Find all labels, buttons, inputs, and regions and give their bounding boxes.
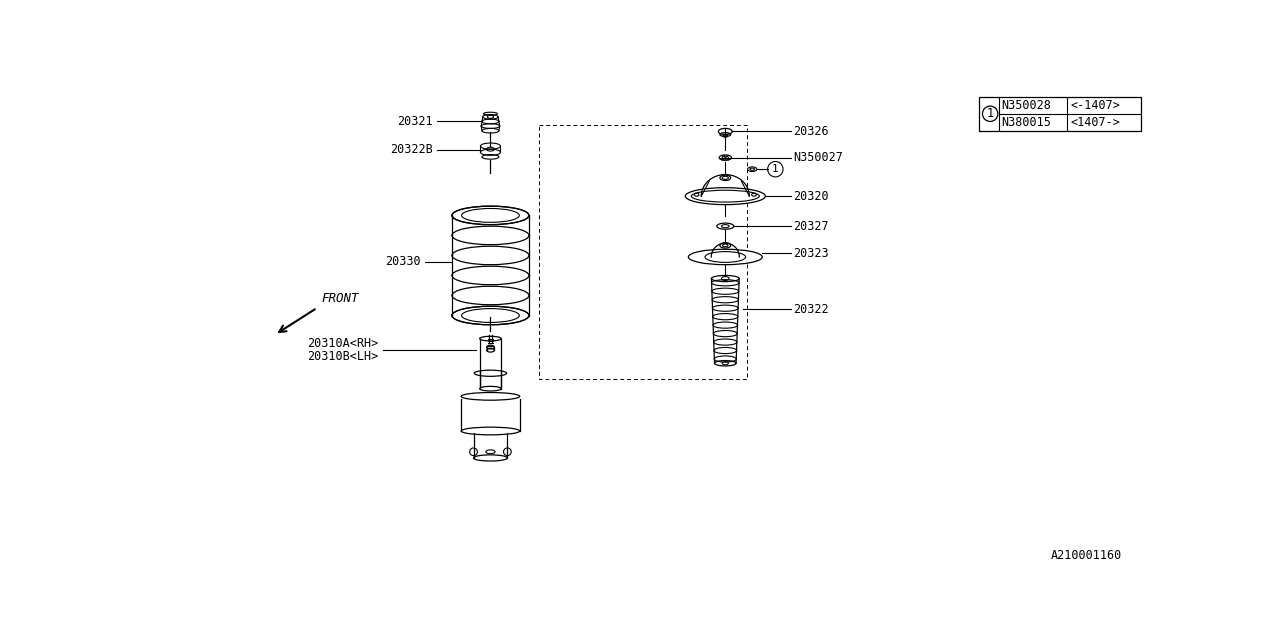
Text: <-1407>: <-1407>	[1070, 99, 1120, 112]
Bar	[979, 97, 1140, 131]
Ellipse shape	[689, 249, 763, 265]
Text: A210001160: A210001160	[1051, 549, 1121, 563]
Text: N350027: N350027	[794, 151, 844, 164]
Text: 20322B: 20322B	[390, 143, 433, 156]
Text: 1: 1	[987, 108, 993, 120]
Text: 20330: 20330	[385, 255, 421, 268]
Text: 20326: 20326	[794, 125, 828, 138]
Text: N380015: N380015	[1002, 116, 1052, 129]
Text: <1407->: <1407->	[1070, 116, 1120, 129]
Text: 20310B<LH>: 20310B<LH>	[307, 350, 379, 363]
Text: FRONT: FRONT	[321, 292, 358, 305]
Text: N350028: N350028	[1002, 99, 1052, 112]
Text: 20310A<RH>: 20310A<RH>	[307, 337, 379, 351]
Ellipse shape	[718, 129, 732, 134]
Ellipse shape	[685, 188, 765, 205]
Text: 20327: 20327	[794, 220, 828, 233]
Text: 20322: 20322	[794, 303, 828, 316]
Text: 20321: 20321	[397, 115, 433, 128]
Text: 1: 1	[772, 164, 778, 174]
Text: 20323: 20323	[794, 246, 828, 260]
Text: 20320: 20320	[794, 189, 828, 203]
